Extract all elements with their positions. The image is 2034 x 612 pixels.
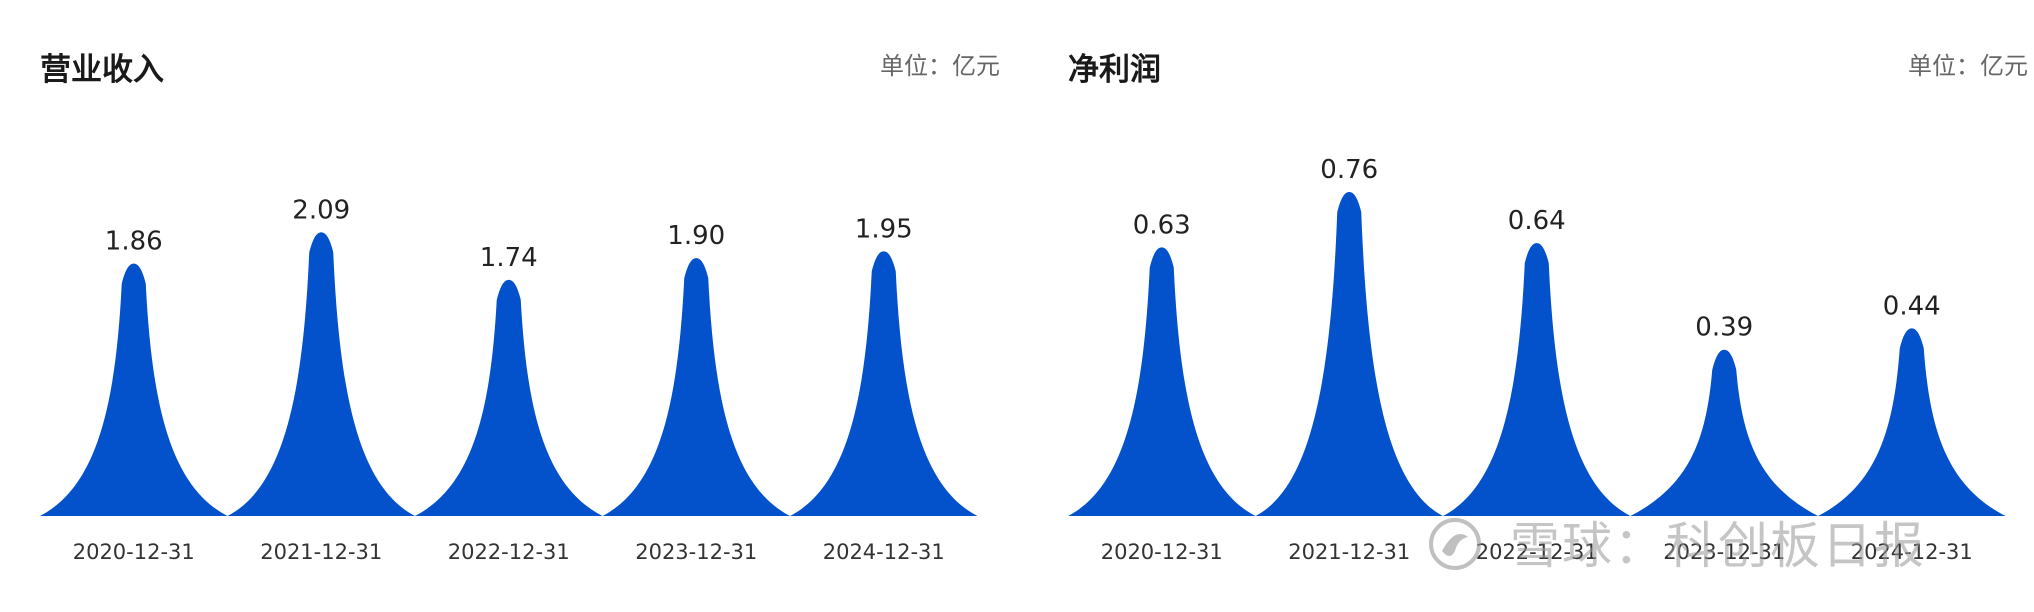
value-label: 1.86	[105, 227, 163, 257]
peak-bar	[415, 279, 603, 516]
value-label: 1.74	[480, 243, 538, 273]
value-label: 1.95	[855, 214, 913, 244]
unit-label: 单位：亿元	[880, 52, 1000, 80]
value-label: 2.09	[292, 195, 350, 225]
value-label: 0.63	[1133, 210, 1191, 240]
chart-title: 营业收入	[40, 52, 164, 88]
peak-bar	[1068, 247, 1256, 516]
watermark: 雪球：科创板日报	[1428, 506, 1926, 578]
unit-label: 单位：亿元	[1908, 52, 2028, 80]
x-tick-label: 2022-12-31	[1476, 540, 1598, 564]
net-profit-panel: 净利润 单位：亿元 0.63 2020-12-31 0.76 2021-12-31 0.…	[1068, 0, 2028, 612]
peak-bar	[1443, 243, 1631, 516]
peak-bar	[1255, 192, 1443, 516]
revenue-chart: 1.86 2020-12-31 2.09 2021-12-31 1.74 2022-12-…	[40, 195, 978, 564]
x-tick-label: 2024-12-31	[823, 540, 945, 564]
value-label: 0.64	[1508, 206, 1566, 236]
value-label: 1.90	[667, 221, 725, 251]
net-profit-chart: 0.63 2020-12-31 0.76 2021-12-31 0.64 2022-12-…	[1068, 155, 2006, 564]
snowball-logo-icon	[1429, 518, 1481, 570]
watermark-text: 雪球：科创板日报	[1509, 517, 1926, 575]
value-label: 0.44	[1883, 291, 1941, 321]
value-label: 0.76	[1320, 155, 1378, 185]
x-tick-label: 2022-12-31	[448, 540, 570, 564]
x-tick-label: 2021-12-31	[1288, 540, 1410, 564]
chart-title: 净利润	[1068, 52, 1161, 88]
peak-bar	[227, 232, 415, 516]
revenue-panel: 营业收入 单位：亿元 1.86 2020-12-31 2.09 2021-12-31 1…	[40, 0, 1000, 612]
x-tick-label: 2024-12-31	[1851, 540, 1973, 564]
peak-bar	[790, 251, 978, 516]
x-tick-label: 2020-12-31	[1101, 540, 1223, 564]
value-label: 0.39	[1695, 313, 1753, 343]
x-tick-label: 2021-12-31	[260, 540, 382, 564]
peak-bar	[1630, 349, 1818, 516]
x-tick-label: 2020-12-31	[73, 540, 195, 564]
x-tick-label: 2023-12-31	[635, 540, 757, 564]
peak-bar	[40, 263, 228, 516]
x-tick-label: 2023-12-31	[1663, 540, 1785, 564]
peak-bar	[602, 258, 790, 516]
peak-bar	[1818, 328, 2006, 516]
